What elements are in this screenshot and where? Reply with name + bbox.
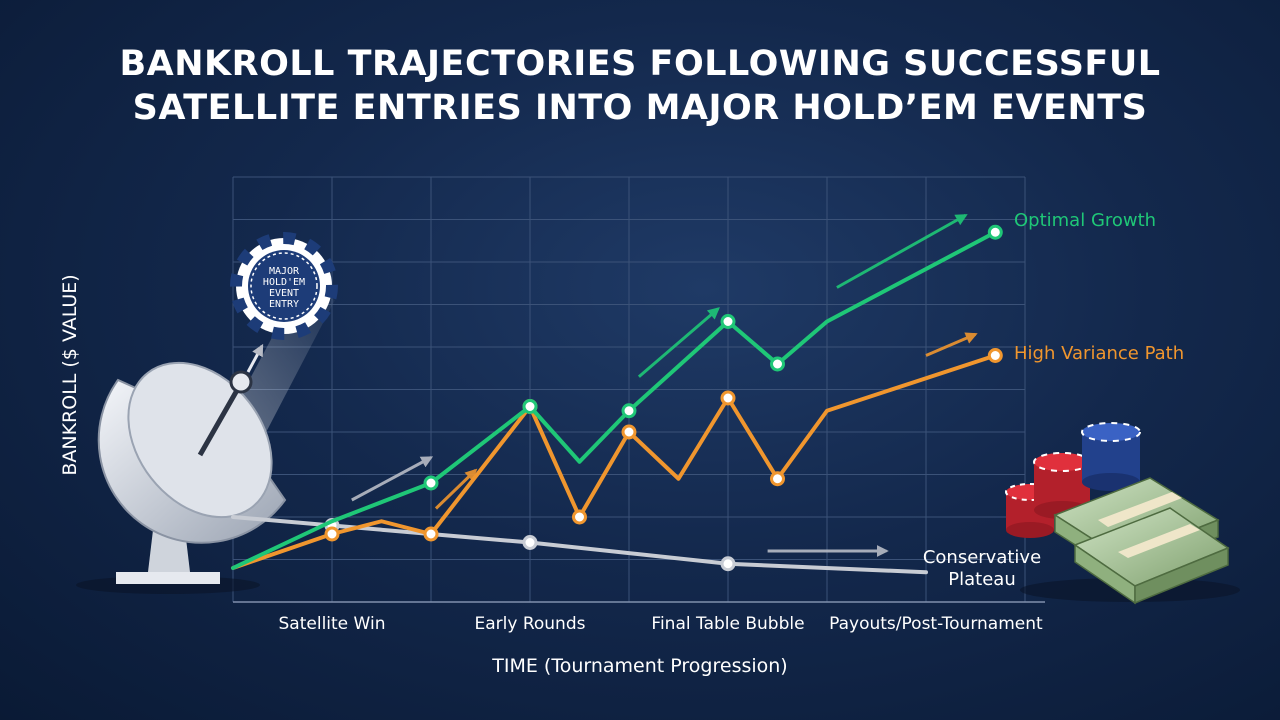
series-label-high-variance-path: High Variance Path	[1014, 343, 1184, 364]
red-chip-stack	[1005, 452, 1091, 538]
cash-bundles	[1053, 477, 1230, 605]
trend-arrow	[434, 468, 478, 510]
data-point-high-variance-path	[572, 509, 587, 525]
data-point-high-variance-path	[770, 471, 785, 487]
labels-layer: Satellite Win Early Rounds Final Table Bub…	[279, 210, 1185, 634]
chip-text-line-4: ENTRY	[269, 299, 299, 310]
data-point-optimal-growth	[621, 403, 637, 419]
trend-arrow	[836, 213, 968, 289]
data-point-high-variance-path	[987, 348, 1003, 363]
x-axis-label: TIME (Tournament Progression)	[491, 655, 787, 677]
data-point-high-variance-path	[324, 526, 340, 542]
data-point-optimal-growth	[522, 399, 538, 414]
series-line-high-variance-path	[231, 353, 998, 570]
data-point-conservative-plateau	[720, 556, 736, 572]
chip-text-line-1: MAJOR	[269, 266, 300, 277]
x-tick-label: Early Rounds	[475, 614, 586, 634]
data-point-conservative-plateau	[522, 535, 538, 550]
chip-text-line-2: HOLD'EM	[263, 277, 305, 288]
series-label-optimal-growth: Optimal Growth	[1014, 210, 1156, 231]
data-point-optimal-growth	[987, 224, 1003, 240]
data-point-optimal-growth	[720, 314, 736, 329]
chart-title-line-1: BANKROLL TRAJECTORIES FOLLOWING SUCCESSF…	[119, 44, 1161, 84]
poker-chips-and-cash-icon	[1005, 422, 1240, 605]
series-label-conservative-plateau: Conservative Plateau	[923, 547, 1041, 590]
data-point-optimal-growth	[770, 356, 785, 372]
chart-title-line-2: SATELLITE ENTRIES INTO MAJOR HOLD’EM EVE…	[132, 88, 1148, 128]
y-axis-label: BANKROLL ($ VALUE)	[59, 274, 81, 475]
trend-arrows	[351, 213, 978, 557]
data-point-high-variance-path	[720, 390, 736, 406]
series-layer	[231, 224, 1003, 575]
x-tick-label: Payouts/Post-Tournament	[829, 614, 1043, 634]
x-tick-label: Final Table Bubble	[651, 614, 804, 634]
chip-text-line-3: EVENT	[269, 288, 299, 299]
data-point-high-variance-path	[423, 526, 439, 542]
trend-arrow	[637, 307, 720, 378]
event-chip-icon: MAJOR HOLD'EM EVENT ENTRY	[230, 232, 338, 340]
chart-title: BANKROLL TRAJECTORIES FOLLOWING SUCCESSF…	[0, 42, 1280, 130]
trend-arrow	[925, 332, 978, 357]
blue-chip-stack	[1081, 422, 1141, 491]
x-tick-label: Satellite Win	[279, 614, 386, 634]
data-point-high-variance-path	[621, 424, 637, 440]
data-point-optimal-growth	[423, 475, 439, 491]
grid	[232, 176, 1045, 603]
trend-arrow	[351, 456, 434, 502]
series-line-optimal-growth	[231, 230, 998, 570]
